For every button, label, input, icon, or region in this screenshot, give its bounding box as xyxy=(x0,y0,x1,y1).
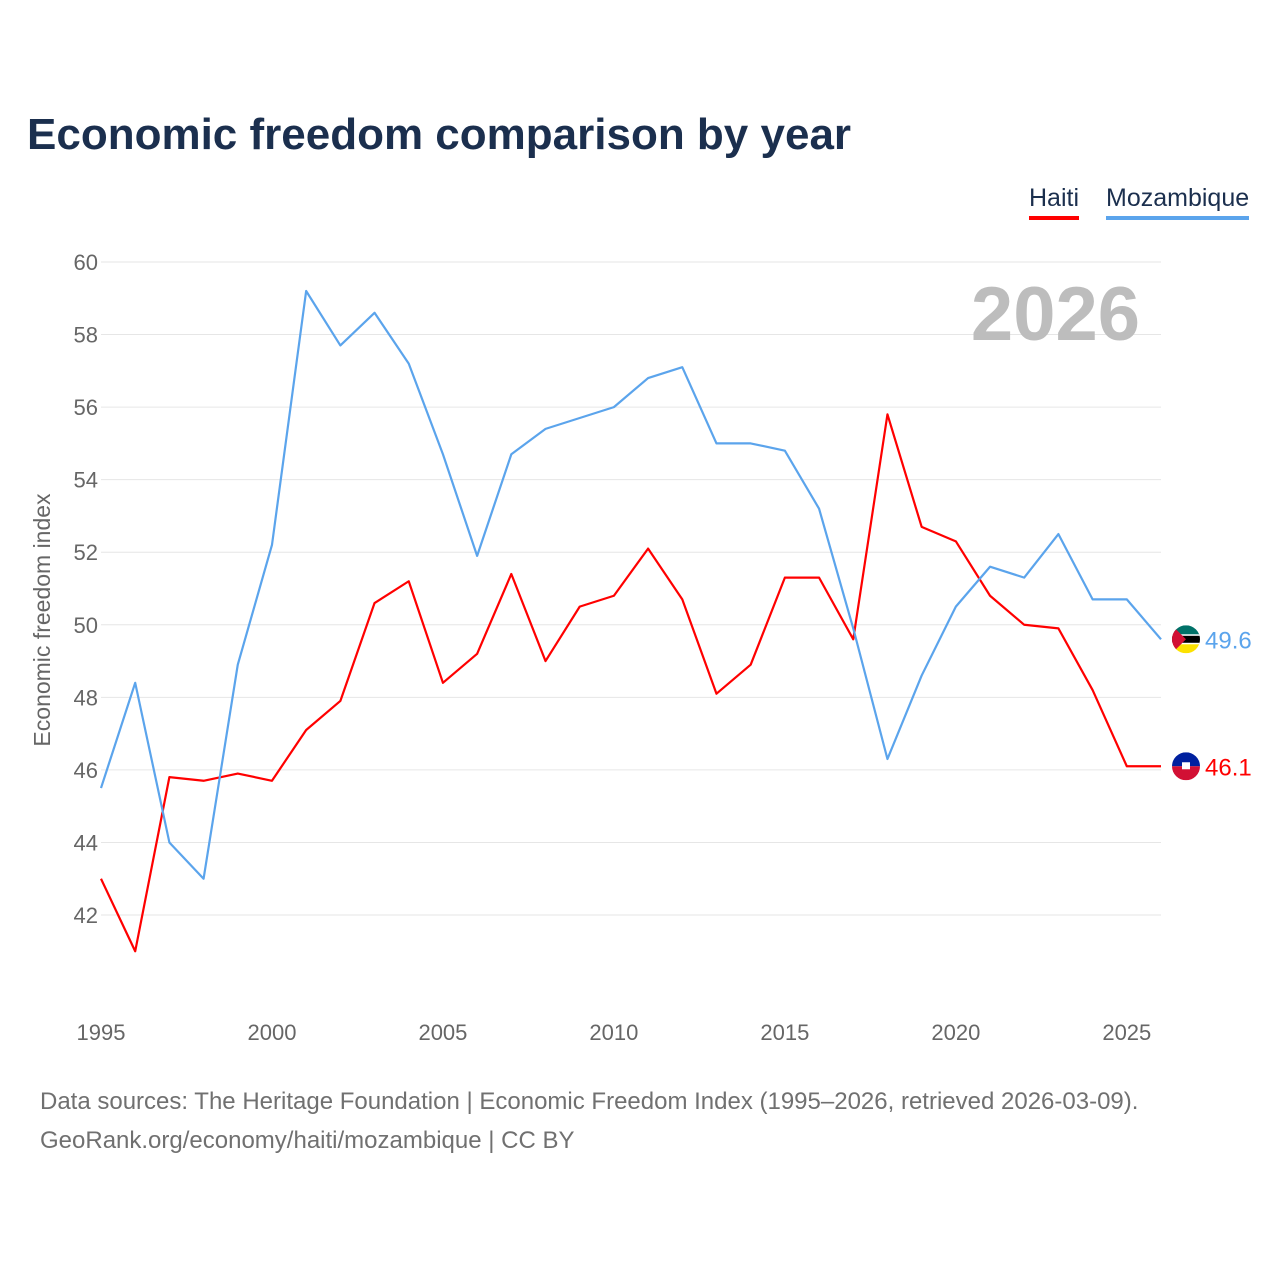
data-point-mozambique[interactable] xyxy=(953,604,959,610)
data-point-haiti[interactable] xyxy=(543,658,549,664)
data-point-mozambique[interactable] xyxy=(372,310,378,316)
data-point-mozambique[interactable] xyxy=(919,673,925,679)
source-line-2[interactable]: GeoRank.org/economy/haiti/mozambique | C… xyxy=(40,1127,575,1154)
data-point-haiti[interactable] xyxy=(98,876,104,882)
data-point-mozambique[interactable] xyxy=(508,451,514,457)
data-point-haiti[interactable] xyxy=(816,575,822,581)
y-axis-label: Economic freedom index xyxy=(29,493,55,747)
data-point-haiti[interactable] xyxy=(269,778,275,784)
data-point-mozambique[interactable] xyxy=(406,361,412,367)
data-point-haiti[interactable] xyxy=(132,948,138,954)
data-point-mozambique[interactable] xyxy=(1090,596,1096,602)
data-point-mozambique[interactable] xyxy=(611,404,617,410)
end-label-mozambique: 49.6 xyxy=(1205,627,1252,654)
haiti-flag-icon xyxy=(1172,752,1200,781)
data-point-haiti[interactable] xyxy=(953,538,959,544)
data-point-mozambique[interactable] xyxy=(269,542,275,548)
y-tick-label: 56 xyxy=(74,395,98,420)
data-point-mozambique[interactable] xyxy=(98,785,104,791)
data-point-mozambique[interactable] xyxy=(577,415,583,421)
data-point-haiti[interactable] xyxy=(713,691,719,697)
x-tick-label: 2015 xyxy=(760,1020,809,1045)
y-tick-label: 44 xyxy=(74,830,98,855)
data-point-mozambique[interactable] xyxy=(1055,531,1061,537)
data-point-mozambique[interactable] xyxy=(748,440,754,446)
data-point-mozambique[interactable] xyxy=(679,364,685,370)
y-tick-label: 42 xyxy=(74,903,98,928)
data-point-haiti[interactable] xyxy=(748,662,754,668)
end-label-haiti: 46.1 xyxy=(1205,754,1252,781)
data-point-mozambique[interactable] xyxy=(235,662,241,668)
data-point-mozambique[interactable] xyxy=(474,553,480,559)
data-point-haiti[interactable] xyxy=(201,778,207,784)
data-point-haiti[interactable] xyxy=(508,571,514,577)
data-point-mozambique[interactable] xyxy=(713,440,719,446)
x-tick-label: 2025 xyxy=(1102,1020,1151,1045)
data-point-haiti[interactable] xyxy=(166,774,172,780)
data-point-mozambique[interactable] xyxy=(303,288,309,294)
x-tick-label: 1995 xyxy=(77,1020,126,1045)
data-point-haiti[interactable] xyxy=(611,593,617,599)
data-point-mozambique[interactable] xyxy=(645,375,651,381)
chart-title: Economic freedom comparison by year xyxy=(27,110,852,159)
data-point-haiti[interactable] xyxy=(1055,625,1061,631)
data-point-haiti[interactable] xyxy=(1124,763,1130,769)
data-point-mozambique[interactable] xyxy=(201,876,207,882)
x-tick-label: 2010 xyxy=(589,1020,638,1045)
data-point-mozambique[interactable] xyxy=(440,451,446,457)
y-tick-label: 50 xyxy=(74,613,98,638)
year-watermark: 2026 xyxy=(971,272,1140,357)
x-tick-label: 2000 xyxy=(247,1020,296,1045)
data-point-mozambique[interactable] xyxy=(132,680,138,686)
data-point-haiti[interactable] xyxy=(337,698,343,704)
data-point-mozambique[interactable] xyxy=(816,506,822,512)
data-point-mozambique[interactable] xyxy=(884,756,890,762)
x-tick-label: 2020 xyxy=(931,1020,980,1045)
legend-haiti[interactable]: Haiti xyxy=(1029,184,1080,220)
data-point-haiti[interactable] xyxy=(679,596,685,602)
y-tick-label: 52 xyxy=(74,540,98,565)
data-point-haiti[interactable] xyxy=(919,524,925,530)
data-point-haiti[interactable] xyxy=(987,593,993,599)
data-point-haiti[interactable] xyxy=(577,604,583,610)
y-tick-label: 60 xyxy=(74,250,98,275)
data-point-mozambique[interactable] xyxy=(166,839,172,845)
y-tick-label: 58 xyxy=(74,323,98,348)
data-point-mozambique[interactable] xyxy=(1021,575,1027,581)
data-point-haiti[interactable] xyxy=(372,600,378,606)
data-point-haiti[interactable] xyxy=(1158,763,1164,769)
data-point-mozambique[interactable] xyxy=(850,625,856,631)
data-point-mozambique[interactable] xyxy=(1124,596,1130,602)
source-line-1: Data sources: The Heritage Foundation | … xyxy=(40,1088,1139,1115)
data-point-mozambique[interactable] xyxy=(337,342,343,348)
series-line-haiti xyxy=(100,413,1161,953)
data-point-haiti[interactable] xyxy=(1090,687,1096,693)
data-point-haiti[interactable] xyxy=(235,771,241,777)
x-tick-label: 2005 xyxy=(418,1020,467,1045)
data-point-mozambique[interactable] xyxy=(1158,636,1164,642)
legend-mozambique[interactable]: Mozambique xyxy=(1106,184,1250,220)
data-point-haiti[interactable] xyxy=(474,651,480,657)
data-point-haiti[interactable] xyxy=(884,411,890,417)
mozambique-flag-icon xyxy=(1172,625,1200,654)
data-point-haiti[interactable] xyxy=(782,575,788,581)
series-line-mozambique xyxy=(99,289,1162,880)
y-tick-label: 54 xyxy=(74,468,98,493)
y-tick-label: 48 xyxy=(74,685,98,710)
y-tick-label: 46 xyxy=(74,758,98,783)
data-point-mozambique[interactable] xyxy=(543,426,549,432)
data-point-haiti[interactable] xyxy=(406,578,412,584)
data-point-mozambique[interactable] xyxy=(987,564,993,570)
data-point-mozambique[interactable] xyxy=(782,448,788,454)
data-point-haiti[interactable] xyxy=(1021,622,1027,628)
data-point-haiti[interactable] xyxy=(440,680,446,686)
data-point-haiti[interactable] xyxy=(645,546,651,552)
data-point-haiti[interactable] xyxy=(303,727,309,733)
